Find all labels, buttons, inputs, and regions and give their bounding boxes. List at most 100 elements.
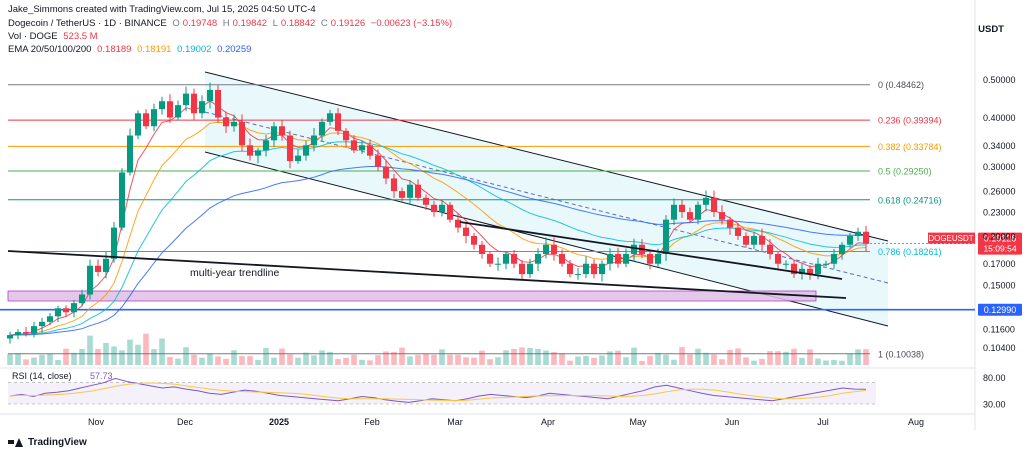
y-tick-label: 0.26000 — [983, 187, 1016, 197]
candle-body — [14, 332, 22, 336]
x-tick-label: Jul — [817, 417, 829, 427]
candle-body — [734, 227, 742, 236]
candle-body — [118, 172, 126, 228]
candle-body — [86, 265, 94, 295]
candle-body — [694, 204, 702, 220]
volume-line[interactable]: Vol · DOGE 523.5 M — [8, 31, 101, 42]
candle-body — [198, 101, 206, 114]
volume-bar — [407, 356, 413, 365]
fib-level-label: 0.618 (0.24716) — [878, 195, 942, 205]
volume-bar — [63, 348, 69, 365]
volume-bar — [487, 359, 493, 365]
volume-bar — [479, 350, 485, 365]
volume-bar — [87, 335, 93, 365]
candle-body — [470, 235, 478, 245]
volume-bar — [359, 359, 365, 365]
high-value: 0.19842 — [232, 18, 267, 29]
volume-bar — [559, 353, 565, 365]
candle-body — [430, 204, 438, 213]
inner-trendline — [459, 221, 843, 280]
candle-body — [54, 308, 62, 317]
volume-bar — [615, 350, 621, 365]
candle-body — [806, 268, 814, 275]
y-tick-label: 0.17000 — [983, 259, 1016, 269]
volume-bar — [591, 357, 597, 365]
volume-bar — [343, 357, 349, 365]
volume-bar — [751, 360, 757, 365]
volume-bar — [543, 350, 549, 365]
symbol-ohlc-line[interactable]: Dogecoin / TetherUS · 1D · BINANCE O 0.19… — [8, 18, 455, 29]
tradingview-brand[interactable]: TradingView — [8, 437, 87, 448]
ema200-line — [9, 166, 867, 336]
volume-bar — [623, 357, 629, 365]
close-value: 0.19126 — [330, 18, 366, 29]
last-price-tag — [978, 232, 1022, 255]
currency-label: USDT — [978, 24, 1004, 35]
x-tick-label: Mar — [447, 417, 463, 427]
candle-body — [158, 101, 166, 110]
volume-bar — [655, 352, 661, 365]
ema-line[interactable]: EMA 20/50/100/200 0.18189 0.18191 0.1900… — [8, 44, 254, 55]
volume-bar — [599, 355, 605, 365]
candle-body — [174, 105, 182, 118]
tradingview-logo-icon — [8, 437, 24, 448]
rsi-tick-label: 80.00 — [983, 373, 1006, 383]
candle-body — [662, 219, 670, 254]
candle-body — [798, 268, 806, 275]
candle-body — [534, 253, 542, 264]
candle-body — [294, 155, 302, 162]
candle-body — [782, 263, 790, 265]
low-label: L — [272, 18, 278, 29]
volume-bar — [55, 359, 61, 365]
candle-body — [590, 263, 598, 275]
rsi-tick-label: 30.00 — [983, 400, 1006, 410]
candle-body — [326, 113, 334, 122]
change-value: −0.00623 (−3.15%) — [370, 18, 453, 29]
volume-label: Vol · DOGE — [8, 31, 58, 42]
candle-body — [142, 113, 150, 127]
volume-bar — [231, 350, 237, 365]
candle-body — [790, 263, 798, 275]
volume-bar — [639, 360, 645, 365]
volume-bar — [511, 348, 517, 365]
candle-body — [398, 191, 406, 198]
candle-body — [598, 263, 606, 275]
creator-line: Jake_Simmons created with TradingView.co… — [8, 4, 319, 15]
volume-bar — [575, 356, 581, 365]
x-tick-label: 2025 — [269, 417, 289, 427]
fib-level-label: 0.236 (0.39394) — [878, 116, 942, 126]
rsi-value: 57.73 — [90, 371, 113, 381]
volume-bar — [439, 349, 445, 365]
time-axis[interactable]: Nov Dec 2025 Feb Mar Apr May Jun Jul Aug — [88, 417, 924, 427]
ema200-value: 0.20259 — [217, 44, 252, 55]
candle-body — [622, 253, 630, 264]
volume-bars — [7, 333, 869, 365]
x-tick-label: Nov — [88, 417, 105, 427]
volume-bar — [783, 351, 789, 365]
candle-body — [510, 253, 518, 264]
volume-bar — [679, 347, 685, 365]
volume-value: 523.5 M — [63, 31, 98, 42]
volume-bar — [335, 359, 341, 365]
candle-body — [446, 204, 454, 220]
candle-body — [366, 145, 374, 156]
creator-text: Jake_Simmons created with TradingView.co… — [8, 4, 316, 15]
candle-body — [678, 204, 686, 213]
volume-bar — [351, 354, 357, 365]
candle-body — [726, 219, 734, 228]
ema50-value: 0.18191 — [137, 44, 172, 55]
candle-body — [478, 244, 486, 254]
volume-bar — [367, 360, 373, 365]
volume-bar — [31, 357, 37, 365]
volume-bar — [111, 346, 117, 365]
symbol-tag — [928, 232, 975, 244]
volume-bar — [663, 354, 669, 365]
fib-level-label: 0.382 (0.33784) — [878, 142, 942, 152]
volume-bar — [71, 352, 77, 365]
volume-bar — [215, 356, 221, 365]
fib-level-label: 0.5 (0.29250) — [878, 166, 932, 176]
open-label: O — [172, 18, 180, 29]
symbol-name[interactable]: Dogecoin / TetherUS · 1D · BINANCE — [8, 18, 167, 29]
